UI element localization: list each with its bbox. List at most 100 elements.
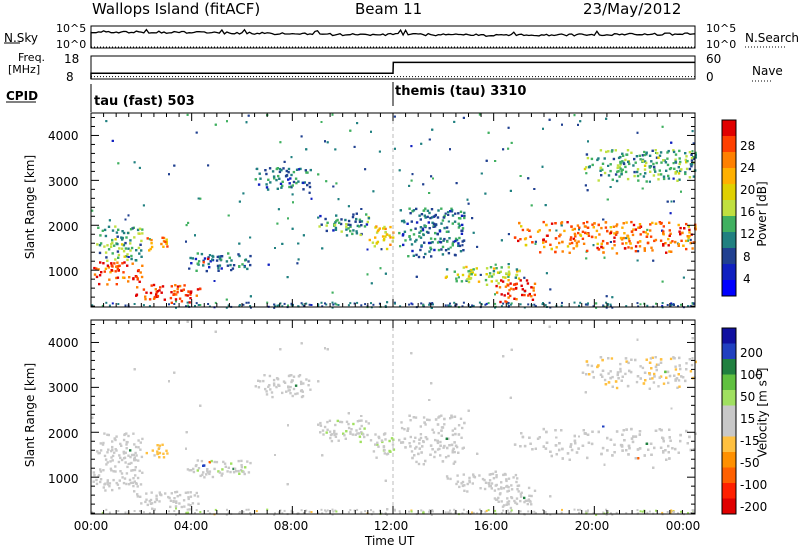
power-region-6-cell — [266, 188, 270, 191]
power-region-1-cell — [107, 225, 111, 228]
velocity-region-13-cell — [603, 378, 607, 382]
velocity-noise-point — [321, 512, 324, 515]
power-noise-point — [509, 303, 512, 306]
velocity-region-6-cell — [287, 374, 291, 378]
power-region-1-cell — [115, 231, 119, 234]
velocity-region-13-cell — [657, 363, 660, 366]
power-region-12-cell — [638, 240, 642, 243]
velocity-region-12-cell — [660, 428, 663, 432]
power-region-11-cell — [495, 284, 498, 288]
velocity-label-end: ] — [755, 367, 770, 373]
velocity-region-9-cell — [451, 449, 454, 452]
power-region-0-cell — [139, 271, 142, 274]
power-region-4-cell — [225, 260, 229, 263]
velocity-noise-point — [325, 510, 328, 513]
velocity-region-7-cell — [321, 429, 325, 432]
velocity-region-7-cell — [336, 419, 339, 423]
power-region-12-cell — [572, 237, 575, 241]
power-scatter-point — [347, 205, 350, 208]
power-scatter-point — [245, 121, 248, 124]
velocity-region-2-cell — [136, 493, 139, 496]
velocity-region-1-cell — [120, 458, 124, 462]
power-region-12-cell — [664, 242, 667, 245]
nsearch-tick-top: 10^5 — [706, 22, 737, 35]
velocity-region-13-cell — [666, 370, 670, 374]
power-region-1-cell — [99, 242, 103, 245]
velocity-region-7-cell — [323, 425, 327, 429]
power-noise-point — [378, 302, 381, 305]
power-region-9-cell — [458, 244, 462, 248]
power-noise-point — [148, 305, 151, 308]
power-region-10-cell — [485, 273, 488, 276]
power-region-9-cell — [428, 250, 431, 253]
velocity-region-3-cell — [161, 443, 164, 446]
power-scatter-point — [366, 273, 369, 276]
power-scatter-point — [296, 262, 299, 265]
velocity-region-9-cell — [417, 462, 421, 466]
power-region-7-cell — [360, 224, 363, 227]
power-noise-point — [462, 301, 465, 304]
velocity-region-13-cell — [659, 358, 663, 361]
power-scatter-point — [587, 140, 589, 143]
velocity-region-13-cell — [634, 358, 637, 362]
power-region-13-cell — [632, 164, 635, 167]
power-region-9-cell — [427, 241, 431, 245]
velocity-region-9-cell — [454, 444, 458, 447]
power-region-10-cell — [461, 273, 465, 277]
velocity-noise-point — [335, 510, 338, 513]
power-region-12-cell — [601, 239, 605, 243]
power-region-9-cell — [449, 210, 452, 213]
power-region-9-cell — [445, 230, 449, 233]
velocity-region-12-cell — [544, 447, 548, 450]
power-region-2-cell — [189, 291, 193, 294]
power-region-2-cell — [173, 290, 176, 293]
power-scatter-point — [447, 214, 450, 216]
power-region-12-cell — [625, 221, 628, 224]
power-region-12-cell — [688, 228, 691, 232]
velocity-region-4-cell — [247, 471, 251, 474]
power-scatter-point — [317, 216, 320, 219]
power-region-12-cell — [639, 233, 642, 236]
power-region-13-cell — [690, 165, 693, 168]
power-region-9-cell — [412, 209, 416, 212]
velocity-noise-point — [510, 509, 513, 512]
velocity-region-9-cell — [453, 427, 457, 430]
power-noise-point — [430, 307, 433, 309]
power-region-1-cell — [129, 239, 132, 242]
power-region-10-cell — [495, 267, 498, 270]
power-region-8-cell — [375, 231, 379, 234]
power-region-12-cell — [677, 223, 680, 227]
velocity-noise-point — [461, 512, 464, 515]
power-region-11-cell — [533, 282, 537, 285]
velocity-noise-point — [249, 512, 252, 514]
power-region-12-cell — [575, 241, 579, 245]
velocity-region-1-cell — [103, 454, 107, 458]
power-scatter-point — [124, 218, 127, 221]
power-region-7-cell — [358, 218, 362, 221]
velocity-cb-tick-m200: -200 — [740, 500, 768, 514]
power-region-12-cell — [592, 226, 595, 229]
power-region-12-cell — [598, 233, 601, 236]
velocity-region-12-cell — [625, 428, 628, 431]
velocity-scatter-point — [549, 495, 552, 498]
velocity-region-7-cell — [319, 424, 323, 427]
velocity-region-11-cell — [527, 498, 531, 501]
nsky-tick-bottom: 10^0 — [56, 38, 87, 51]
power-region-11-cell — [513, 297, 516, 300]
power-noise-point — [227, 304, 230, 307]
velocity-region-12-cell — [521, 435, 525, 439]
power-region-9-cell — [429, 241, 432, 245]
power-region-10-cell — [515, 268, 519, 271]
velocity-region-12-cell — [677, 451, 680, 454]
velocity-region-12-cell — [689, 448, 692, 452]
power-region-9-cell — [427, 221, 430, 224]
power-region-8-cell — [382, 239, 386, 242]
velocity-noise-point — [507, 511, 510, 514]
power-region-8-cell — [384, 227, 387, 231]
power-noise-point — [673, 304, 675, 306]
power-region-6-cell — [258, 172, 261, 175]
power-cb-tick-24: 24 — [740, 161, 756, 175]
velocity-region-7-cell — [319, 431, 322, 434]
power-region-12-cell — [649, 229, 652, 232]
velocity-region-12-cell — [591, 430, 594, 433]
